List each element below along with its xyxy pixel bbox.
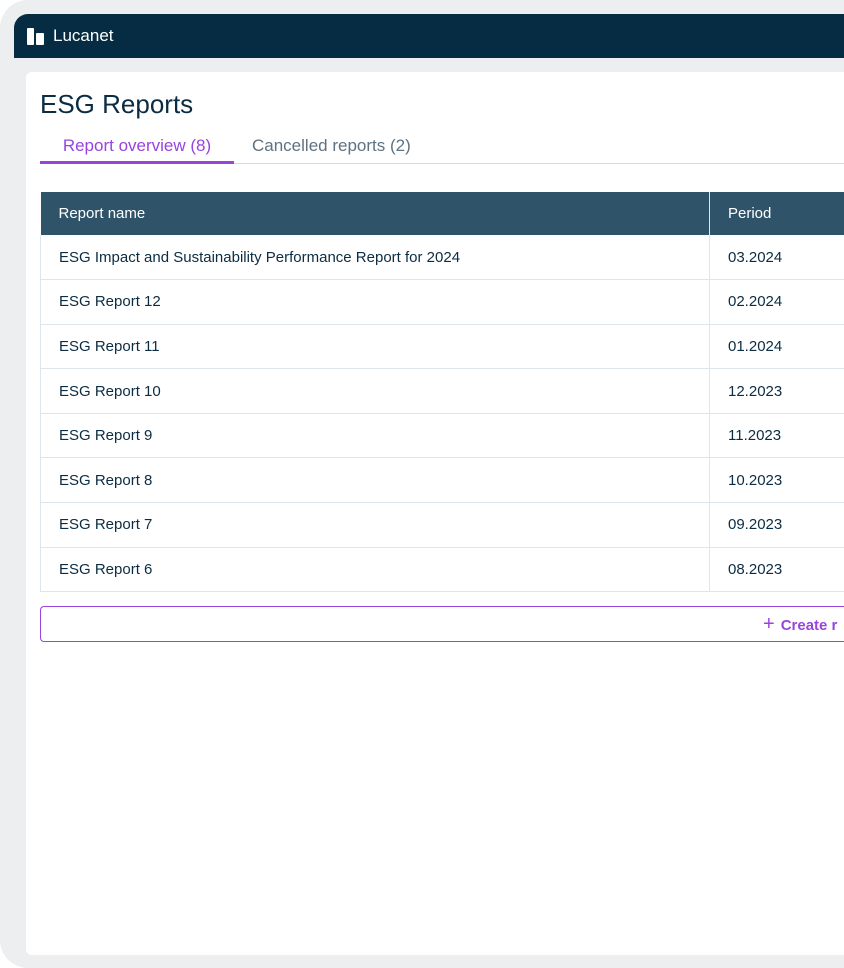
period-cell: 02.2024 (709, 279, 844, 325)
report-name-cell: ESG Report 10 (40, 368, 710, 414)
period-cell: 01.2024 (709, 324, 844, 370)
reports-table: Report name Period ESG Impact and Sustai… (40, 192, 844, 593)
table-row[interactable]: ESG Report 9 11.2023 (40, 413, 844, 459)
tab-report-overview[interactable]: Report overview (8) (40, 136, 234, 164)
table-row[interactable]: ESG Report 11 01.2024 (40, 324, 844, 370)
report-name-cell: ESG Impact and Sustainability Performanc… (40, 235, 710, 281)
column-header-period[interactable]: Period (709, 192, 844, 235)
period-cell: 11.2023 (709, 413, 844, 459)
create-button-label: Create r (780, 617, 838, 634)
report-name-cell: ESG Report 12 (40, 279, 710, 325)
period-cell: 10.2023 (709, 457, 844, 504)
report-name-cell: ESG Report 7 (40, 502, 710, 548)
table-row[interactable]: ESG Report 12 02.2024 (40, 279, 844, 325)
period-cell: 08.2023 (709, 547, 844, 593)
page-title: ESG Reports (40, 89, 194, 119)
table-row[interactable]: ESG Impact and Sustainability Performanc… (40, 235, 844, 281)
period-cell: 12.2023 (709, 368, 844, 414)
table-row[interactable]: ESG Report 10 12.2023 (40, 368, 844, 414)
tab-bar: Report overview (8) Cancelled reports (2… (40, 136, 844, 164)
tab-cancelled-reports[interactable]: Cancelled reports (2) (252, 136, 411, 155)
plus-icon: + (763, 613, 775, 635)
table-row[interactable]: ESG Report 7 09.2023 (40, 502, 844, 548)
period-cell: 03.2024 (709, 235, 844, 281)
top-bar: Lucanet (14, 14, 844, 58)
column-header-report-name[interactable]: Report name (40, 192, 710, 235)
report-name-cell: ESG Report 9 (40, 413, 710, 459)
period-cell: 09.2023 (709, 502, 844, 548)
report-name-cell: ESG Report 8 (40, 457, 710, 504)
lucanet-logo-icon (27, 27, 44, 45)
brand-name: Lucanet (53, 26, 114, 45)
table-row[interactable]: ESG Report 6 08.2023 (40, 547, 844, 593)
table-row[interactable]: ESG Report 8 10.2023 (40, 457, 844, 504)
create-report-button[interactable]: + Create r (40, 606, 844, 642)
report-name-cell: ESG Report 6 (40, 547, 710, 593)
report-name-cell: ESG Report 11 (40, 324, 710, 370)
